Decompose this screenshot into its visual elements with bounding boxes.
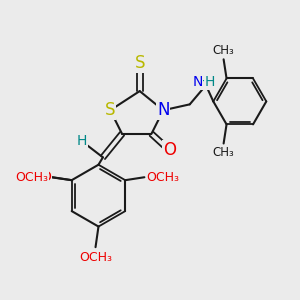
Text: H: H — [199, 75, 210, 89]
Text: H: H — [204, 75, 215, 89]
Text: CH₃: CH₃ — [20, 172, 40, 182]
Text: N: N — [193, 75, 203, 89]
Text: O: O — [163, 141, 176, 159]
Text: OCH₃: OCH₃ — [79, 251, 112, 264]
Text: N: N — [157, 101, 169, 119]
Text: S: S — [105, 101, 116, 119]
Text: OCH₃: OCH₃ — [16, 171, 49, 184]
Text: CH₃: CH₃ — [213, 44, 235, 57]
Text: S: S — [134, 54, 145, 72]
Text: H: H — [77, 134, 88, 148]
Text: O: O — [40, 170, 51, 184]
Text: OCH₃: OCH₃ — [147, 171, 180, 184]
Text: CH₃: CH₃ — [213, 146, 235, 159]
